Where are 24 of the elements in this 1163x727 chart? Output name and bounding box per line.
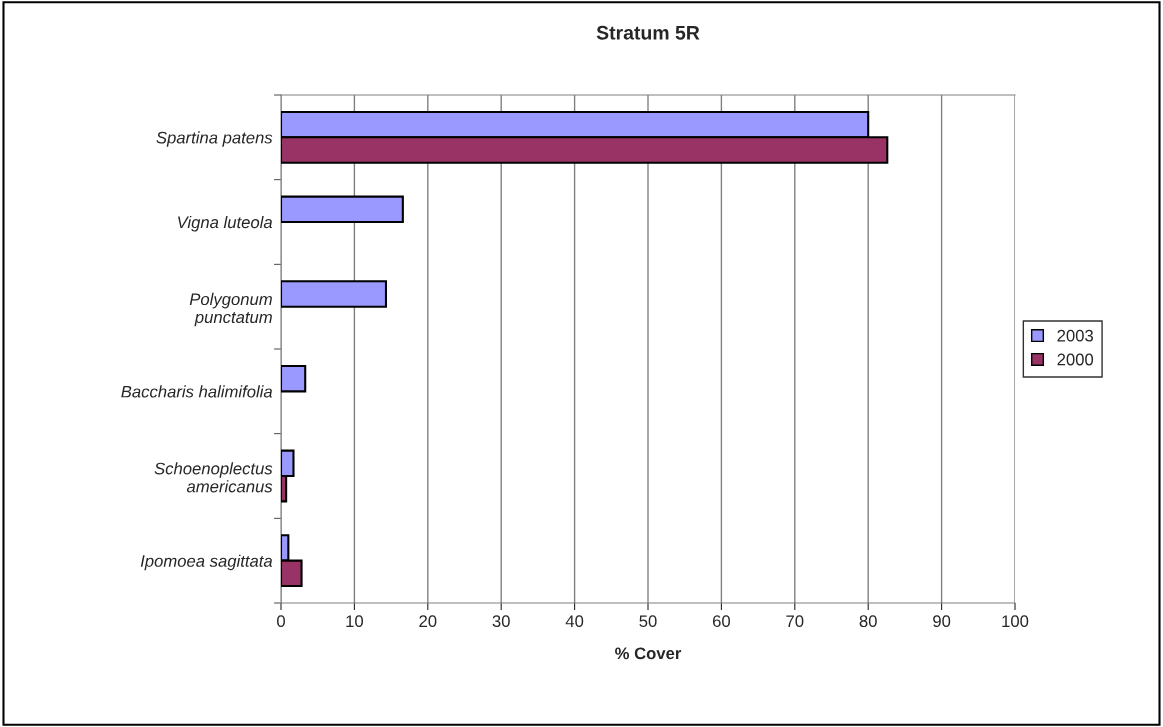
y-tick-label: Vigna luteola [178,215,273,232]
legend-label: 2003 [1057,329,1094,342]
bar [281,280,387,308]
x-tick-label: 70 [786,615,804,628]
bar [281,364,307,393]
x-tick-label: 80 [859,615,877,628]
x-tick-label: 100 [1002,615,1029,628]
y-tick-label: Baccharis halimifolia [121,385,273,398]
bar [281,195,404,224]
y-tick-label: Ipomoea sagittata [140,554,273,571]
x-tick-label: 60 [712,615,731,628]
chart-title: Stratum 5R [596,25,700,40]
x-tick-label: 20 [419,615,437,628]
x-tick-label: 30 [492,615,510,628]
x-tick-label: 50 [639,615,657,628]
y-tick-label: Schoenoplectus americanus [154,462,273,493]
x-tick-label: 40 [565,615,584,628]
x-axis-title: % Cover [615,647,682,660]
x-tick-label: 0 [277,615,285,628]
legend-label: 2000 [1057,353,1094,366]
x-tick-label: 10 [346,615,364,628]
x-tick-label: 90 [933,615,951,628]
y-tick-label: Spartina patens [156,131,273,147]
y-tick-label: Polygonum punctatum [189,292,272,327]
